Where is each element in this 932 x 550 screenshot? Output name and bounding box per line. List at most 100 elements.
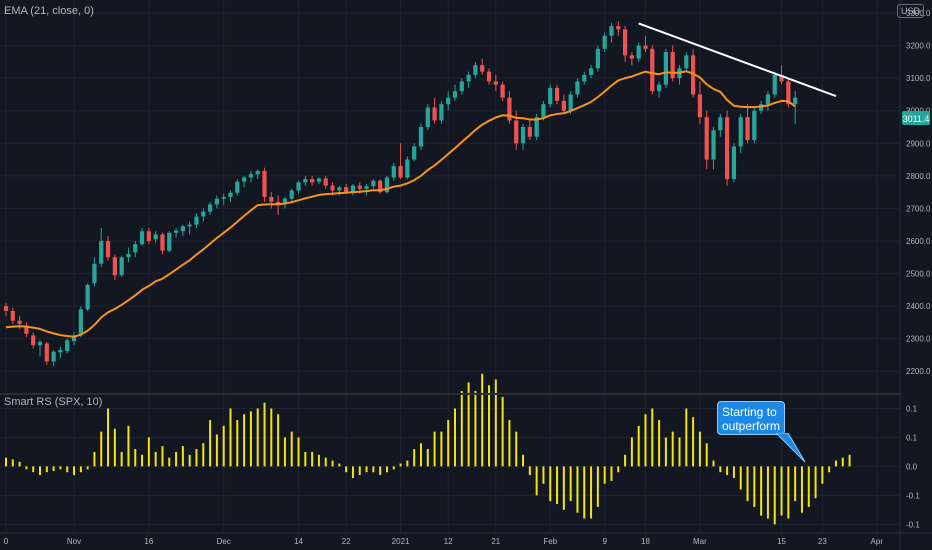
rs-bar xyxy=(331,460,334,467)
candle-body xyxy=(10,310,15,321)
candle-body xyxy=(235,181,240,193)
candle-body xyxy=(595,48,600,69)
candle-body xyxy=(262,170,267,197)
price-tick-label: 2700.0 xyxy=(906,204,931,213)
candle-body xyxy=(793,97,798,105)
rs-bar xyxy=(243,414,246,467)
rs-bar xyxy=(188,454,191,467)
annotation-line-2: outperform xyxy=(722,419,781,433)
price-tick-label: 2400.0 xyxy=(906,302,931,311)
rs-tick-label: -0.1 xyxy=(906,491,920,500)
rs-bar xyxy=(413,449,416,467)
candle-body xyxy=(690,55,696,95)
candle-body xyxy=(44,343,49,362)
rs-bar xyxy=(304,451,307,467)
candle-body xyxy=(173,230,179,233)
candle-body xyxy=(643,45,648,49)
candle-body xyxy=(548,87,553,105)
candle-body xyxy=(786,81,791,105)
candle-body xyxy=(704,117,709,160)
rs-bar xyxy=(351,466,354,478)
trendline-layer[interactable] xyxy=(638,22,837,97)
candle-body xyxy=(71,335,77,342)
rs-bar xyxy=(263,402,266,467)
rs-bar xyxy=(379,466,382,476)
candle-body xyxy=(371,180,376,187)
rs-bar xyxy=(719,466,722,473)
last-price-badge xyxy=(902,111,930,125)
rs-bar xyxy=(283,437,286,467)
rs-bar xyxy=(385,466,388,473)
rs-bar xyxy=(215,434,218,467)
rs-bar xyxy=(141,454,144,467)
currency-badge[interactable]: USD xyxy=(896,4,924,18)
candle-body xyxy=(731,146,737,180)
candle-body xyxy=(316,178,322,182)
time-tick-label: 16 xyxy=(144,537,153,546)
candle-body xyxy=(17,320,22,324)
rs-bar xyxy=(175,451,178,467)
rs-bar xyxy=(365,466,368,473)
rs-bar xyxy=(447,420,450,467)
candle-body xyxy=(194,216,199,225)
price-tick-label: 2900.0 xyxy=(906,139,931,148)
rs-axis[interactable]: 0.1 0.1 0.0 -0.1 -0.1 xyxy=(906,404,920,529)
rs-bar xyxy=(535,466,538,496)
candle-body xyxy=(602,35,607,49)
candle-body xyxy=(160,234,165,251)
candle-body xyxy=(153,234,158,240)
candle-body xyxy=(636,45,641,59)
rs-bar xyxy=(134,449,137,467)
candle-body xyxy=(486,71,492,82)
candle-body xyxy=(3,306,9,311)
candle-body xyxy=(344,187,349,193)
candle-body xyxy=(85,284,90,310)
rs-bar xyxy=(685,408,688,467)
time-tick-label: 12 xyxy=(444,537,453,546)
candle-body xyxy=(738,117,743,147)
annotation-callout[interactable]: Starting to outperform xyxy=(717,401,785,435)
price-tick-label: 3300.0 xyxy=(906,9,931,18)
rs-bar xyxy=(596,466,599,507)
rs-bar xyxy=(590,466,593,519)
rs-bar xyxy=(746,466,749,502)
rs-bar xyxy=(617,466,620,473)
time-tick-label: Dec xyxy=(217,537,231,546)
rs-bar xyxy=(236,420,239,467)
candle-body xyxy=(500,84,505,98)
ema-line xyxy=(5,70,796,338)
rs-bar xyxy=(181,446,184,467)
time-tick-label: 0 xyxy=(4,537,9,546)
rs-bar xyxy=(440,431,443,467)
rs-indicator-label[interactable]: Smart RS (SPX, 10) xyxy=(4,396,103,408)
candle-body xyxy=(65,340,70,352)
price-tick-label: 2300.0 xyxy=(906,335,931,344)
rs-bar xyxy=(66,466,69,473)
candle-body xyxy=(112,257,117,276)
rs-bar xyxy=(256,408,259,467)
candle-body xyxy=(241,177,247,182)
rs-bar xyxy=(773,466,776,525)
time-tick-label: 2021 xyxy=(392,537,410,546)
candle-body xyxy=(255,170,260,175)
rs-bar xyxy=(25,466,28,470)
rs-bar xyxy=(671,431,674,467)
rs-bar xyxy=(297,437,300,467)
candle-body xyxy=(765,94,771,105)
rs-bar xyxy=(11,459,14,467)
candle-body xyxy=(357,185,362,189)
rs-bar xyxy=(692,417,695,467)
rs-bar xyxy=(93,451,96,467)
candle-body xyxy=(745,117,750,141)
ema-indicator-label[interactable]: EMA (21, close, 0) xyxy=(4,5,94,17)
candle-body xyxy=(452,91,458,98)
trendline xyxy=(638,22,837,97)
candle-body xyxy=(684,55,689,69)
time-axis[interactable]: 0 Nov 16 Dec 14 22 2021 12 21 Feb 9 18 Mar 15 23 Apr xyxy=(4,537,884,546)
rs-bar xyxy=(100,431,103,467)
candle-body xyxy=(350,185,356,193)
candle-body xyxy=(296,182,301,191)
candle-body xyxy=(629,55,634,59)
candle-body xyxy=(446,97,451,105)
